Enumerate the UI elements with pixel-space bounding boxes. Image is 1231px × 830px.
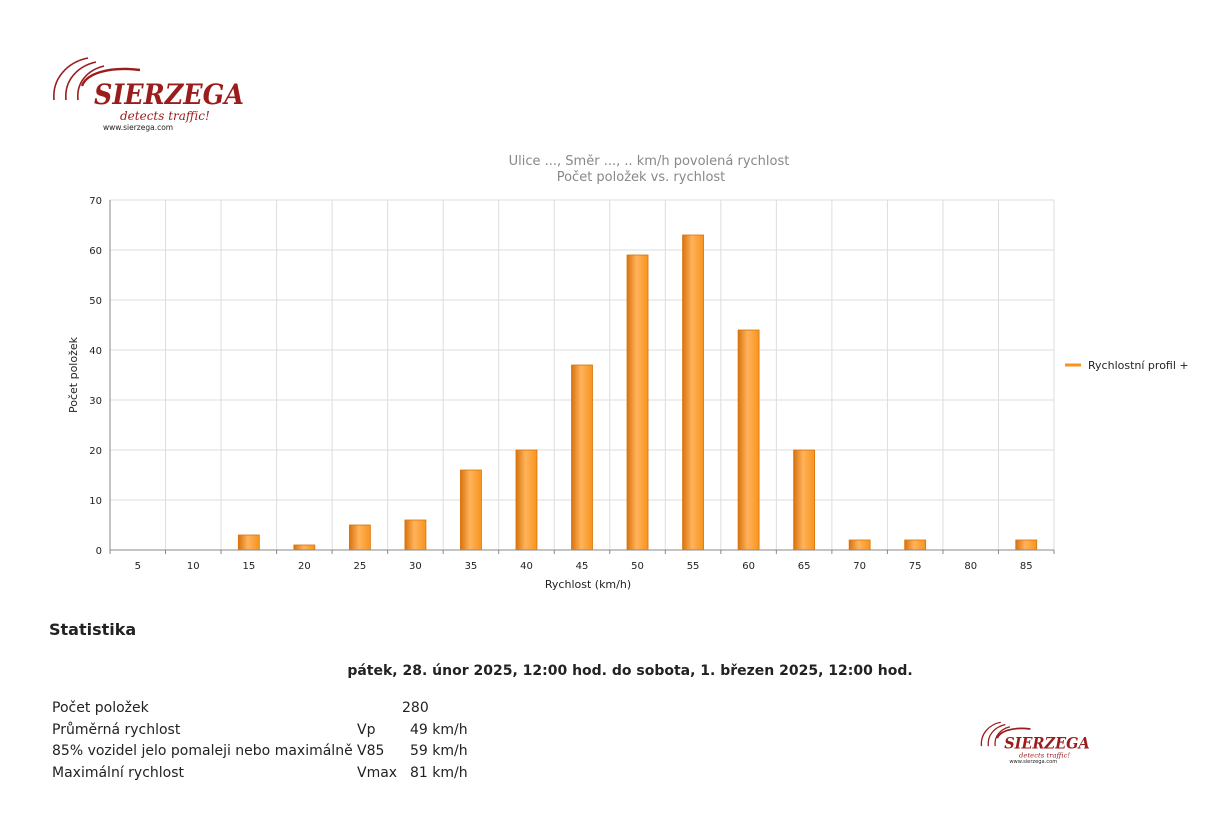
logo-tagline: detects traffic!	[1019, 752, 1070, 760]
statistics-title: Statistika	[49, 620, 137, 639]
x-tick-label: 50	[631, 561, 644, 572]
bar-15	[237, 534, 260, 551]
statistics-period: pátek, 28. únor 2025, 12:00 hod. do sobo…	[347, 663, 913, 679]
speed-histogram-chart: Ulice ..., Směr ..., .. km/h povolená ry…	[67, 154, 1189, 591]
bar-85	[1015, 539, 1038, 551]
bar-75	[904, 539, 927, 551]
stat-value: 280	[402, 700, 429, 716]
stat-symbol: Vp	[357, 721, 376, 738]
x-tick-label: 20	[298, 561, 311, 572]
logo-url: www.sierzega.com	[1009, 759, 1057, 765]
bar-55	[682, 234, 704, 551]
x-axis-label: Rychlost (km/h)	[545, 578, 631, 591]
x-tick-label: 65	[798, 561, 811, 572]
x-tick-label: 85	[1020, 561, 1033, 572]
y-axis-label: Počet položek	[67, 336, 80, 413]
y-tick-label: 20	[89, 446, 102, 457]
stat-label: Průměrná rychlost	[52, 721, 181, 738]
x-tick-label: 60	[742, 561, 755, 572]
y-tick-label: 10	[89, 496, 102, 507]
y-tick-label: 0	[96, 546, 102, 557]
logo-brand: SIERZEGA	[94, 78, 244, 111]
y-tick-label: 50	[89, 296, 102, 307]
x-tick-label: 15	[242, 561, 255, 572]
sierzega-logo: SIERZEGA detects traffic! www.sierzega.c…	[53, 57, 244, 132]
chart-title: Ulice ..., Směr ..., .. km/h povolená ry…	[509, 154, 790, 169]
stat-symbol: Vmax	[357, 764, 398, 781]
sierzega-logo-small: SIERZEGA detects traffic! www.sierzega.c…	[980, 721, 1090, 765]
grid-lines	[109, 199, 1055, 551]
stat-value: 81 km/h	[410, 764, 468, 781]
x-tick-label: 25	[354, 561, 367, 572]
stat-symbol: V85	[357, 743, 385, 759]
logo-tagline: detects traffic!	[120, 109, 210, 123]
bar-25	[348, 524, 371, 551]
bar-35	[460, 469, 482, 551]
axes	[109, 200, 1055, 554]
stat-value: 59 km/h	[410, 743, 468, 759]
bar-45	[571, 364, 593, 551]
legend: Rychlostní profil +	[1065, 359, 1189, 372]
bar-30	[404, 519, 427, 551]
x-tick-label: 40	[520, 561, 533, 572]
bars	[237, 234, 1038, 551]
logo-brand: SIERZEGA	[1004, 733, 1090, 752]
x-tick-label: 5	[135, 561, 141, 572]
x-tick-label: 35	[465, 561, 478, 572]
bar-65	[793, 449, 816, 551]
x-tick-label: 70	[853, 561, 866, 572]
x-tick-label: 75	[909, 561, 922, 572]
bar-60	[737, 329, 760, 551]
y-tick-label: 40	[89, 346, 102, 357]
y-tick-labels: 0 10 20 30 40 50 60 70	[89, 196, 102, 557]
x-tick-labels: 5 10 15 20 25 30 35 40 45 50 55 60 65 70 75 80 85	[135, 561, 1033, 572]
bar-40	[515, 449, 538, 551]
stat-value: 49 km/h	[410, 721, 468, 738]
bar-70	[848, 539, 871, 551]
y-tick-label: 60	[89, 246, 102, 257]
y-tick-label: 30	[89, 396, 102, 407]
stat-label: Počet položek	[52, 700, 149, 716]
bar-20	[293, 544, 316, 551]
x-tick-label: 45	[576, 561, 589, 572]
y-tick-label: 70	[89, 196, 102, 207]
chart-subtitle: Počet položek vs. rychlost	[557, 170, 726, 185]
x-tick-label: 55	[687, 561, 700, 572]
logo-url: www.sierzega.com	[103, 123, 173, 132]
bar-50	[626, 254, 649, 551]
legend-label: Rychlostní profil +	[1088, 359, 1189, 372]
x-tick-label: 30	[409, 561, 422, 572]
stat-label: 85% vozidel jelo pomaleji nebo maximálně	[52, 743, 353, 759]
x-tick-label: 10	[187, 561, 200, 572]
stat-label: Maximální rychlost	[52, 764, 185, 781]
x-tick-label: 80	[964, 561, 977, 572]
